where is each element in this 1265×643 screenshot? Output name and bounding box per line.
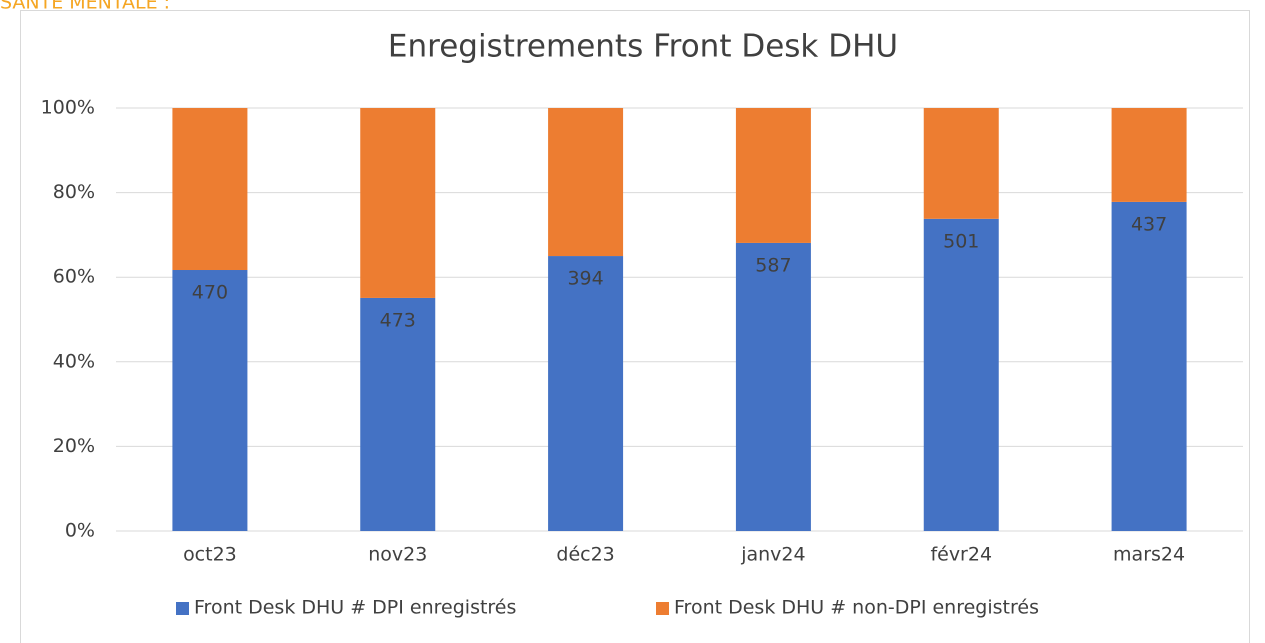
x-tick-label: janv24 (740, 544, 805, 566)
bar-segment (923, 108, 999, 219)
y-tick-label: 20% (53, 435, 95, 457)
bar-segment (172, 108, 248, 271)
bar-segment (360, 297, 436, 531)
x-tick-label: févr24 (930, 544, 992, 566)
y-tick-label: 100% (41, 97, 95, 119)
data-label: 394 (567, 268, 603, 290)
y-tick-label: 80% (53, 181, 95, 203)
chart-border (20, 10, 1250, 643)
bar-segment (548, 108, 624, 257)
section-header: SANTÉ MENTALE : (0, 0, 170, 14)
data-label: 473 (380, 309, 416, 331)
x-tick-label: mars24 (1113, 544, 1185, 566)
bar-segment (1111, 108, 1187, 202)
bar-segment (923, 218, 999, 532)
y-tick-label: 40% (53, 350, 95, 372)
data-label: 587 (755, 254, 791, 276)
chart-title: Enregistrements Front Desk DHU (388, 29, 898, 65)
bar-segment (1111, 201, 1187, 531)
legend-swatch (176, 602, 189, 615)
data-label: 470 (192, 282, 228, 304)
legend-swatch (656, 602, 669, 615)
x-tick-label: nov23 (368, 544, 427, 566)
y-tick-label: 60% (53, 266, 95, 288)
x-tick-label: déc23 (556, 544, 614, 566)
bar-segment (360, 108, 436, 298)
data-label: 437 (1131, 213, 1167, 235)
y-tick-label: 0% (65, 520, 95, 542)
x-tick-label: oct23 (183, 544, 237, 566)
legend-label: Front Desk DHU # non-DPI enregistrés (674, 597, 1039, 619)
bar-segment (735, 108, 811, 243)
bar-segment (172, 270, 248, 531)
bar-segment (735, 242, 811, 531)
legend-label: Front Desk DHU # DPI enregistrés (194, 597, 516, 619)
bar-segment (548, 256, 624, 531)
data-label: 501 (943, 230, 979, 252)
